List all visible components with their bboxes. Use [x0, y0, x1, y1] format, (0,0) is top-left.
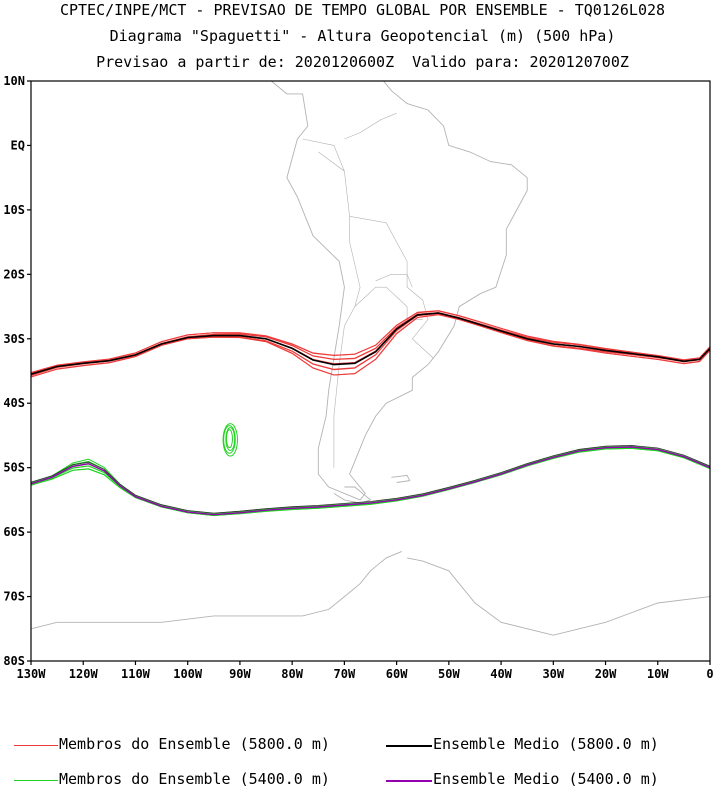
coastline-layer — [31, 81, 710, 636]
mean-5800-line — [31, 312, 710, 375]
lat-label-10S: 10S — [3, 203, 25, 217]
ensemble-mean-layer — [31, 312, 710, 516]
mean-5400-line — [31, 446, 710, 516]
coastline-0 — [203, 81, 528, 501]
lat-label-60S: 60S — [3, 525, 25, 539]
legend-label-mean-5400: Ensemble Medio (5400.0 m) — [433, 770, 659, 788]
lat-label-20S: 20S — [3, 267, 25, 281]
member-5800-line-1 — [31, 312, 710, 377]
coastline-3 — [31, 550, 402, 630]
legend-line-mean-5800 — [386, 745, 432, 747]
member-5400-line-0 — [31, 447, 710, 516]
lat-label-80S: 80S — [3, 654, 25, 668]
member-5400-line-6 — [31, 446, 710, 517]
plot-frame — [30, 80, 711, 662]
closed-5400-contour-2 — [223, 425, 236, 454]
lon-label-30W: 30W — [542, 667, 564, 681]
legend-line-member-5800 — [14, 745, 58, 746]
border-4 — [375, 274, 413, 288]
member-5800-line-0 — [31, 314, 710, 378]
member-5400-line-1 — [31, 447, 710, 516]
member-5800-line-2 — [31, 312, 710, 375]
lat-label-30S: 30S — [3, 332, 25, 346]
lat-label-50S: 50S — [3, 461, 25, 475]
coastline-1 — [333, 486, 372, 504]
lon-label-10W: 10W — [647, 667, 669, 681]
legend-label-mean-5800: Ensemble Medio (5800.0 m) — [433, 735, 659, 753]
member-5800-line-3 — [31, 312, 710, 374]
lon-label-0: 0 — [706, 667, 713, 681]
border-0 — [318, 151, 361, 468]
lon-label-60W: 60W — [386, 667, 408, 681]
coastline-4 — [407, 557, 710, 636]
member-5800-line-8 — [31, 312, 710, 374]
border-1 — [302, 138, 345, 172]
lon-label-20W: 20W — [595, 667, 617, 681]
lat-label-EQ: EQ — [11, 138, 25, 152]
lon-label-70W: 70W — [334, 667, 356, 681]
lon-label-100W: 100W — [173, 667, 203, 681]
mean-5400-shadow-line — [31, 444, 710, 514]
coastline-2 — [391, 474, 411, 483]
closed-5400-contour-3 — [222, 423, 238, 457]
legend-line-member-5400 — [14, 780, 58, 781]
lon-label-80W: 80W — [281, 667, 303, 681]
lon-label-110W: 110W — [121, 667, 151, 681]
lon-label-130W: 130W — [17, 667, 47, 681]
lon-label-40W: 40W — [490, 667, 512, 681]
member-5400-line-5 — [31, 447, 710, 517]
lon-label-90W: 90W — [229, 667, 251, 681]
lon-label-50W: 50W — [438, 667, 460, 681]
closed-5400-contour-1 — [225, 427, 236, 451]
lat-label-10N: 10N — [3, 74, 25, 88]
lon-label-120W: 120W — [69, 667, 99, 681]
border-2 — [344, 112, 397, 140]
title-line-2: Diagrama "Spaguetti" - Altura Geopotenci… — [109, 27, 616, 45]
legend-label-member-5800: Membros do Ensemble (5800.0 m) — [59, 735, 330, 753]
title-line-1: CPTEC/INPE/MCT - PREVISAO DE TEMPO GLOBA… — [59, 1, 666, 19]
legend-label-member-5400: Membros do Ensemble (5400.0 m) — [59, 770, 330, 788]
member-5800-line-5 — [31, 313, 710, 378]
member-5800-line-6 — [31, 313, 710, 376]
contour-5800-members — [31, 310, 710, 378]
member-5800-line-9 — [31, 310, 710, 374]
member-5800-line-7 — [31, 312, 710, 374]
lat-label-40S: 40S — [3, 396, 25, 410]
lat-label-70S: 70S — [3, 590, 25, 604]
closed-5400-contour-0 — [225, 429, 233, 449]
legend-line-mean-5400 — [386, 780, 432, 782]
title-line-3: Previsao a partir de: 2020120600Z Valido… — [96, 53, 629, 71]
border-3 — [349, 216, 434, 359]
